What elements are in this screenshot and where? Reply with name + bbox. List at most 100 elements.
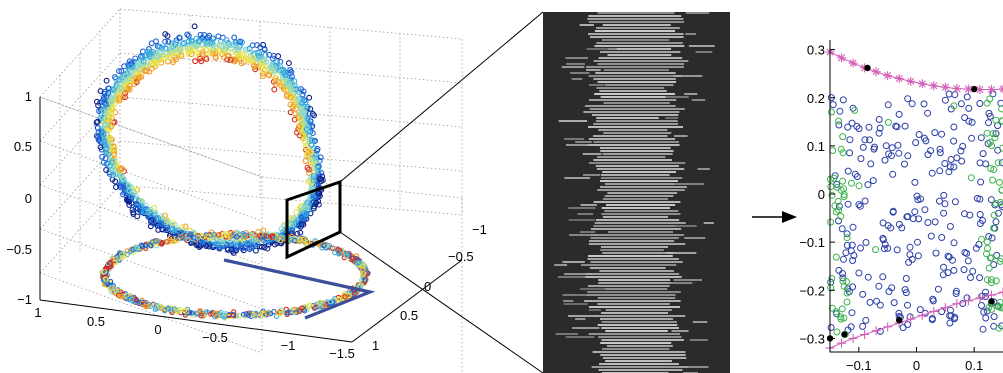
blue-point [879,219,887,227]
image-band [571,78,583,80]
3d-point [311,138,318,145]
green-point [837,313,845,321]
blue-point [862,239,870,246]
image-band [558,120,588,122]
image-band [597,12,675,14]
z-tick-label: −0.5 [6,242,32,257]
3d-point [360,263,366,269]
blue-point [855,201,863,209]
3d-point [290,81,297,88]
blue-point [895,220,903,228]
3d-point [142,303,148,309]
3d-point [172,41,179,48]
blue-point [997,99,1003,107]
blue-point [959,142,967,150]
green-point [996,298,1003,306]
blue-point [864,181,872,189]
3d-point [298,214,305,221]
3d-point [125,198,132,205]
y-tick-label: −0.2 [799,283,825,298]
3d-point [112,74,118,81]
blue-point [862,316,870,324]
3d-point [99,153,106,160]
y-tick-label: 0.1 [807,139,825,154]
3d-point [306,304,312,310]
green-point [991,134,999,142]
3d-point [126,187,133,194]
blue-point [882,142,890,150]
blue-point [875,116,883,123]
image-band [603,69,669,71]
3d-point [290,221,297,228]
blue-point [968,134,976,142]
image-band [593,135,668,137]
image-band [591,366,688,368]
blue-point [888,152,895,160]
3d-point [162,227,169,234]
blue-point [940,209,948,217]
blue-point [835,121,843,129]
green-point [851,106,859,114]
image-band [606,204,676,206]
image-band [572,327,600,329]
3d-point [148,40,155,47]
blue-point [840,255,847,263]
image-band [570,72,590,74]
blue-point [961,114,969,122]
blue-point [901,160,908,168]
3d-point [231,309,237,315]
green-point [995,303,1002,311]
blue-point [940,263,947,271]
green-point [839,177,847,185]
image-band [593,201,681,203]
3d-point [124,251,130,258]
3d-point [317,154,324,161]
upper-boundary-line [829,51,1003,91]
3d-point [133,200,140,207]
3d-point [227,56,234,63]
3d-point [158,213,165,220]
image-band [586,273,680,275]
3d-point [248,58,255,65]
blue-point [904,213,912,220]
y-tick-label: −1 [472,222,487,237]
image-band [604,288,668,290]
blue-point [957,147,965,155]
blue-point [915,215,923,223]
3d-point [274,58,281,65]
3d-point [264,233,270,239]
image-band [605,309,672,311]
3d-point [233,44,240,51]
blue-point [838,225,846,233]
3d-point [250,55,257,61]
3d-point [103,77,110,84]
image-band [692,321,708,323]
image-band [575,318,586,320]
image-band [598,57,683,59]
3d-point [191,23,198,30]
3d-point [253,310,259,317]
zoom-line-bottom [339,231,544,373]
blue-point [866,298,874,306]
green-point [992,277,1000,285]
blue-point [950,266,958,274]
plus-marker [837,338,847,348]
image-band [566,63,585,65]
image-band [607,54,672,56]
3d-point [106,170,113,177]
image-band [605,84,674,86]
asterisk-marker [940,82,950,92]
image-band [685,12,710,14]
3d-point [321,302,327,309]
green-point [967,174,975,182]
image-band [593,141,679,143]
green-point [828,304,836,312]
3d-point [259,56,266,63]
image-band [587,285,670,287]
3d-point [177,45,184,51]
blue-point [978,302,985,309]
3d-point [147,223,154,230]
image-band [590,36,684,38]
blue-point [904,152,912,160]
blue-point [849,283,857,291]
